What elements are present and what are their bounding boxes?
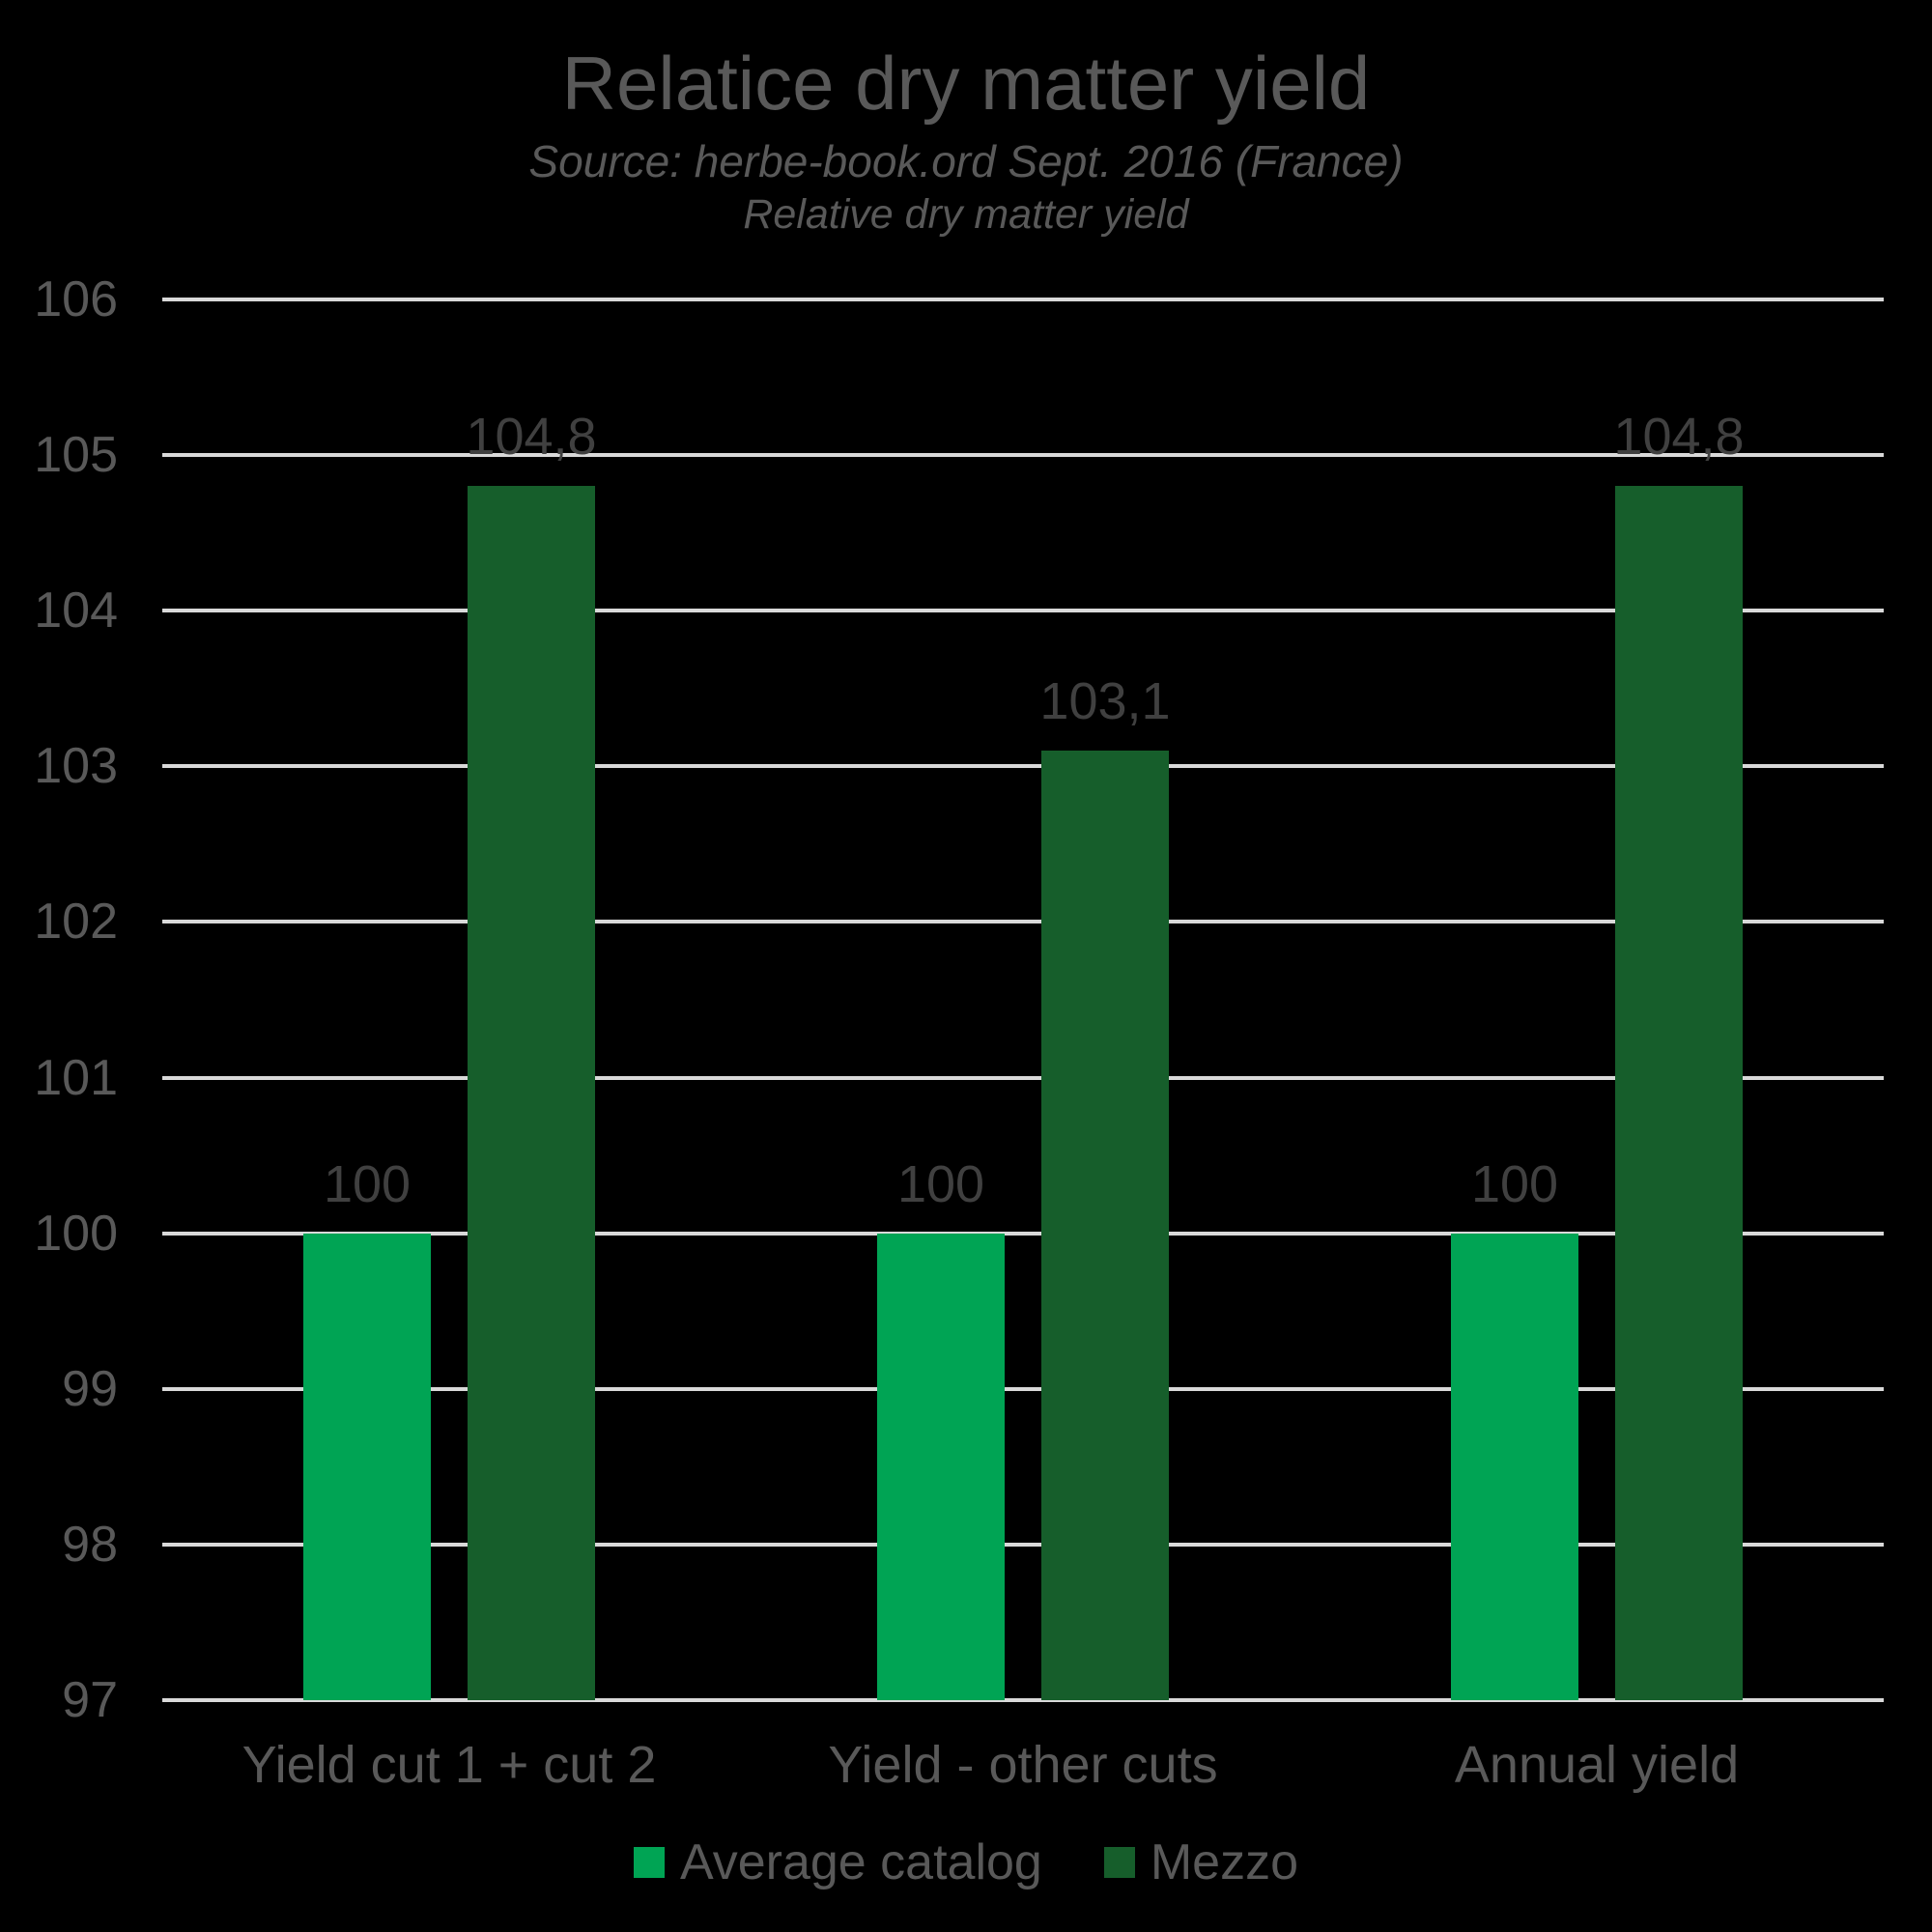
chart-title: Relatice dry matter yield	[561, 41, 1371, 126]
legend-swatch-icon	[633, 1847, 665, 1878]
y-axis-tick-label: 98	[62, 1516, 118, 1573]
chart-source-subtitle: Source: herbe-book.ord Sept. 2016 (Franc…	[528, 136, 1404, 186]
y-axis-tick-label: 102	[34, 894, 118, 951]
gridline	[162, 1386, 1884, 1391]
legend: Average catalog Mezzo	[0, 1833, 1932, 1891]
y-axis-tick-label: 99	[62, 1360, 118, 1417]
y-axis-tick-label: 101	[34, 1049, 118, 1106]
legend-item-mezzo: Mezzo	[1103, 1833, 1299, 1891]
data-label: 103,1	[1039, 672, 1171, 731]
bar-average-catalog	[303, 1233, 431, 1700]
data-label: 100	[1470, 1154, 1559, 1213]
bar-average-catalog	[877, 1233, 1005, 1700]
bar-average-catalog	[1451, 1233, 1578, 1700]
gridline	[162, 453, 1884, 458]
gridline	[162, 609, 1884, 613]
gridline	[162, 1698, 1884, 1702]
plot-area	[162, 298, 1884, 1702]
legend-label: Mezzo	[1150, 1834, 1299, 1890]
gridline	[162, 764, 1884, 769]
category-label: Yield cut 1 + cut 2	[242, 1736, 657, 1794]
gridline	[162, 298, 1884, 301]
data-label: 104,8	[1613, 408, 1745, 467]
bar-mezzo	[468, 486, 595, 1700]
y-axis-tick-label: 105	[34, 427, 118, 484]
gridline	[162, 920, 1884, 924]
y-axis-tick-label: 103	[34, 738, 118, 795]
data-label: 104,8	[466, 408, 597, 467]
y-axis-tick-label: 97	[62, 1672, 118, 1728]
y-axis-tick-label: 104	[34, 582, 118, 639]
y-axis-tick-label: 106	[34, 271, 118, 327]
legend-label: Average catalog	[679, 1834, 1042, 1890]
bar-mezzo	[1041, 751, 1169, 1700]
bar-mezzo	[1615, 486, 1743, 1700]
category-label: Annual yield	[1454, 1736, 1740, 1794]
y-axis-tick-label: 100	[34, 1205, 118, 1262]
category-label: Yield - other cuts	[828, 1736, 1218, 1794]
legend-item-average-catalog: Average catalog	[633, 1833, 1042, 1891]
gridline	[162, 1231, 1884, 1236]
gridline	[162, 1075, 1884, 1080]
chart-subtitle: Relative dry matter yield	[743, 191, 1189, 238]
data-label: 100	[323, 1154, 412, 1213]
legend-swatch-icon	[1103, 1847, 1135, 1878]
gridline	[162, 1542, 1884, 1547]
data-label: 100	[896, 1154, 985, 1213]
